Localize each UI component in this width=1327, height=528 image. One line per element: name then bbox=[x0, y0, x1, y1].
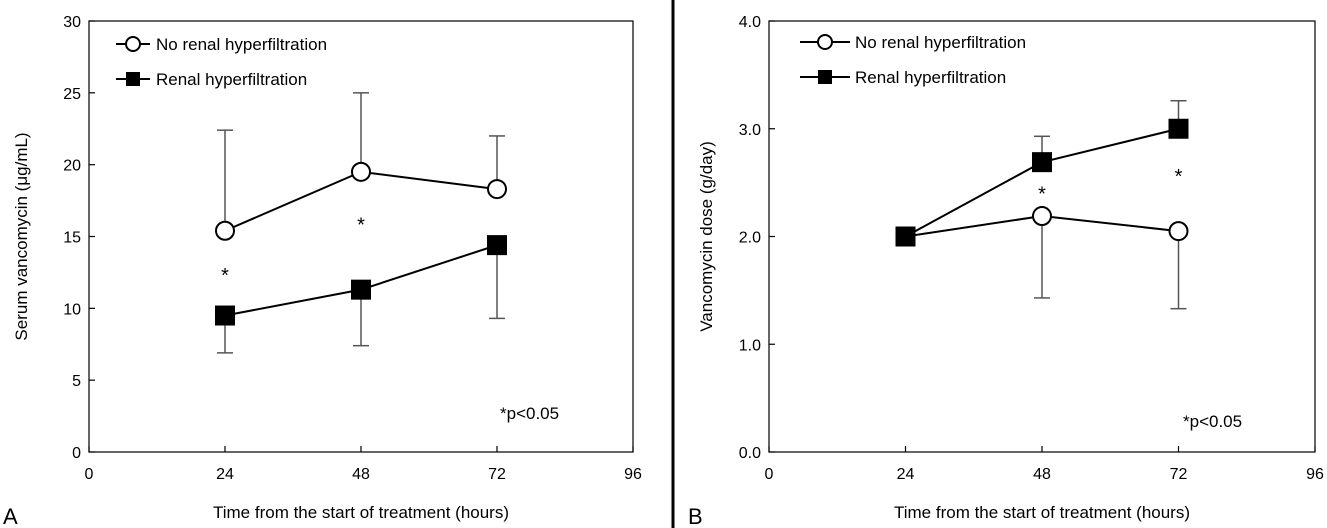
y-tick-label-a: 20 bbox=[63, 158, 81, 175]
panel-label-b: B bbox=[688, 504, 703, 528]
y-tick-label-b: 3.0 bbox=[739, 122, 761, 139]
legend-item-no-hyperfiltration-b: No renal hyperfiltration bbox=[800, 33, 1026, 52]
chart-panel-b: Time from the start of treatment (hours)… bbox=[688, 14, 1324, 528]
data-point-no-hyperfiltration-b bbox=[1032, 206, 1052, 227]
legend-item-hyperfiltration-b: Renal hyperfiltration bbox=[800, 68, 1006, 87]
legend-marker-open-circle-a bbox=[125, 36, 141, 52]
chart-panel-a: Time from the start of treatment (hours)… bbox=[3, 14, 642, 528]
y-tick-label-a: 10 bbox=[63, 301, 81, 318]
x-tick-label-a: 72 bbox=[488, 466, 506, 483]
significance-note-a: *p<0.05 bbox=[500, 404, 559, 423]
data-point-no-hyperfiltration-b bbox=[1168, 221, 1189, 242]
data-point-hyperfiltration-b bbox=[1032, 152, 1052, 173]
legend-label-no-hyperfiltration-a: No renal hyperfiltration bbox=[156, 35, 327, 54]
legend-label-hyperfiltration-a: Renal hyperfiltration bbox=[156, 70, 307, 89]
panel-label-a: A bbox=[3, 504, 18, 528]
legend-label-no-hyperfiltration-b: No renal hyperfiltration bbox=[855, 33, 1026, 52]
y-tick-label-a: 5 bbox=[72, 373, 81, 390]
legend-item-no-hyperfiltration-a: No renal hyperfiltration bbox=[116, 35, 327, 54]
data-point-no-hyperfiltration-a bbox=[487, 179, 507, 200]
significance-note-b: *p<0.05 bbox=[1183, 412, 1242, 431]
x-tick-label-a: 96 bbox=[624, 466, 642, 483]
x-tick-label-b: 72 bbox=[1170, 466, 1188, 483]
data-point-no-hyperfiltration-a bbox=[215, 220, 235, 241]
legend-marker-filled-square-b bbox=[818, 70, 832, 84]
y-tick-label-a: 25 bbox=[63, 86, 81, 103]
x-tick-label-b: 24 bbox=[897, 466, 915, 483]
significance-star-b: * bbox=[1175, 166, 1183, 188]
legend-marker-filled-square-a bbox=[126, 72, 140, 86]
y-tick-label-a: 30 bbox=[63, 14, 81, 31]
legend-label-hyperfiltration-b: Renal hyperfiltration bbox=[855, 68, 1006, 87]
y-tick-label-a: 0 bbox=[72, 445, 81, 462]
x-axis-title-a: Time from the start of treatment (hours) bbox=[213, 503, 509, 522]
y-tick-label-b: 2.0 bbox=[739, 230, 761, 247]
legend-a: No renal hyperfiltration Renal hyperfilt… bbox=[116, 35, 327, 89]
significance-star-b: * bbox=[1038, 183, 1046, 205]
x-tick-label-a: 48 bbox=[352, 466, 370, 483]
x-tick-label-a: 24 bbox=[216, 466, 234, 483]
y-axis-title-a: Serum vancomycin (μg/mL) bbox=[12, 132, 31, 340]
x-tick-label-b: 96 bbox=[1306, 466, 1324, 483]
y-tick-label-b: 1.0 bbox=[739, 337, 761, 354]
legend-item-hyperfiltration-a: Renal hyperfiltration bbox=[116, 70, 307, 89]
y-axis-title-b: Vancomycin dose (g/day) bbox=[697, 141, 716, 332]
y-tick-label-b: 0.0 bbox=[739, 445, 761, 462]
data-point-no-hyperfiltration-a bbox=[351, 161, 371, 182]
legend-b: No renal hyperfiltration Renal hyperfilt… bbox=[800, 33, 1026, 87]
data-point-hyperfiltration-a bbox=[215, 305, 235, 326]
significance-star-a: * bbox=[221, 265, 229, 287]
x-tick-label-b: 48 bbox=[1033, 466, 1051, 483]
x-tick-label-b: 0 bbox=[765, 466, 774, 483]
x-axis-title-b: Time from the start of treatment (hours) bbox=[894, 503, 1190, 522]
y-tick-label-a: 15 bbox=[63, 230, 81, 247]
legend-marker-open-circle-b bbox=[817, 34, 833, 50]
significance-star-a: * bbox=[357, 215, 365, 237]
data-point-hyperfiltration-b bbox=[895, 226, 916, 247]
y-tick-label-b: 4.0 bbox=[739, 14, 761, 31]
data-point-hyperfiltration-b bbox=[1168, 118, 1189, 139]
data-point-hyperfiltration-a bbox=[487, 235, 507, 256]
x-tick-label-a: 0 bbox=[85, 466, 94, 483]
data-point-hyperfiltration-a bbox=[351, 279, 371, 300]
